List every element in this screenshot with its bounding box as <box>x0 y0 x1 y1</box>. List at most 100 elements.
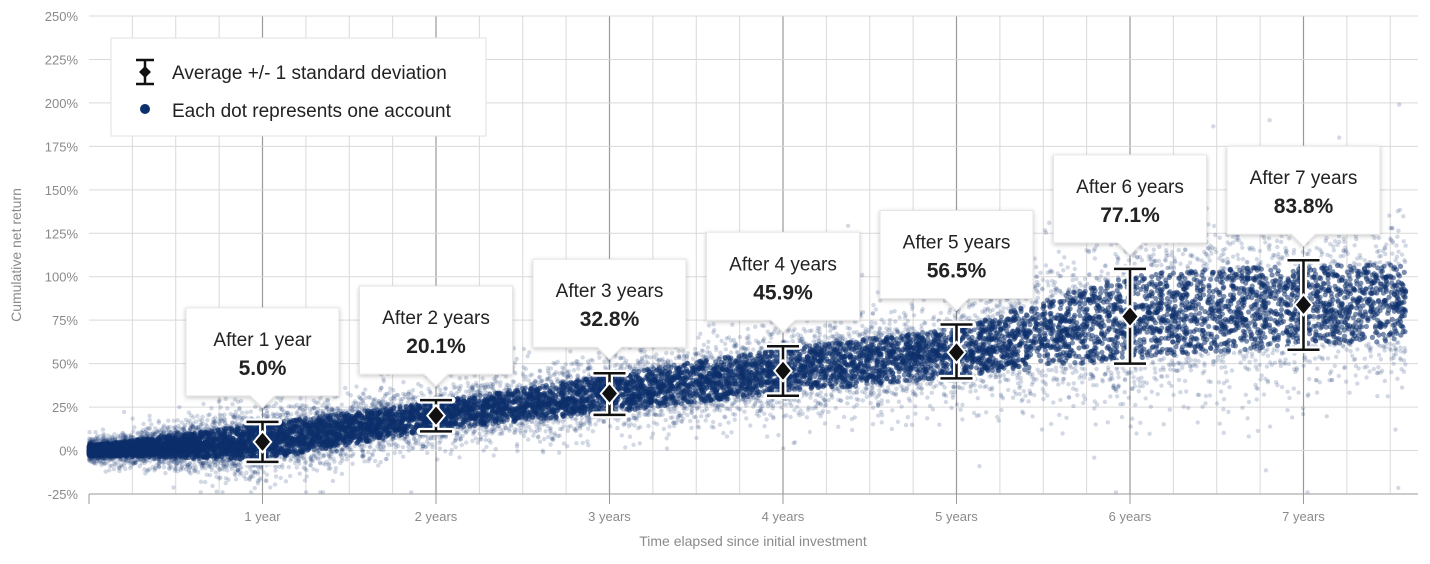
account-dot <box>809 390 815 395</box>
account-dot <box>695 419 700 424</box>
account-dot <box>350 404 356 409</box>
account-dot <box>1267 118 1272 123</box>
account-dot <box>313 400 318 405</box>
account-dot <box>1053 365 1059 370</box>
account-dot <box>1046 367 1051 373</box>
account-dot <box>631 442 636 447</box>
account-dot <box>171 418 177 423</box>
account-dot <box>232 461 237 466</box>
account-dot <box>1172 259 1178 264</box>
account-dot <box>706 323 712 328</box>
account-dot <box>1363 323 1369 330</box>
account-dot <box>565 428 571 433</box>
account-dot <box>211 460 216 465</box>
account-dot <box>1072 360 1078 366</box>
account-dot <box>297 471 302 476</box>
account-dot <box>333 465 339 471</box>
account-dot <box>1301 363 1306 368</box>
account-dot <box>171 485 176 490</box>
account-dot <box>1167 407 1173 412</box>
account-dot <box>133 460 138 465</box>
account-dot <box>574 359 579 364</box>
account-dot <box>1085 281 1090 287</box>
account-dot <box>517 423 522 428</box>
account-dot <box>1051 400 1056 405</box>
account-dot <box>999 394 1004 399</box>
account-dot <box>895 419 901 424</box>
account-dot <box>1200 371 1206 376</box>
account-dot <box>1332 363 1338 369</box>
account-dot <box>730 322 735 327</box>
account-dot <box>233 409 239 414</box>
account-dot <box>1153 258 1158 263</box>
account-dot <box>1394 243 1399 248</box>
account-dot <box>1312 356 1318 361</box>
account-dot <box>580 422 585 428</box>
account-dot <box>299 454 304 459</box>
account-dot <box>578 426 583 431</box>
account-dot <box>1285 407 1290 413</box>
account-dot <box>514 444 520 449</box>
account-dot <box>177 405 182 410</box>
account-dot <box>244 410 249 415</box>
account-dot <box>1131 375 1136 380</box>
account-dot <box>317 460 323 465</box>
account-dot <box>463 375 469 381</box>
account-dot <box>903 313 908 318</box>
account-dot <box>639 359 645 364</box>
account-dot <box>854 330 859 335</box>
account-dot <box>1211 359 1216 364</box>
account-dot <box>615 425 620 431</box>
account-dot <box>879 420 884 425</box>
account-dot <box>1105 420 1111 425</box>
account-dot <box>901 310 907 316</box>
account-dot <box>677 413 683 418</box>
account-dot <box>602 359 607 364</box>
account-dot <box>1202 361 1207 366</box>
account-dot <box>497 426 503 431</box>
account-dot <box>1380 331 1386 337</box>
account-dot <box>147 413 152 418</box>
account-dot <box>791 333 797 338</box>
account-dot <box>728 338 734 343</box>
account-dot <box>1378 357 1384 362</box>
account-dot <box>1401 358 1407 363</box>
account-dot <box>454 391 459 396</box>
account-dot <box>812 333 817 338</box>
account-dot <box>387 402 392 408</box>
account-dot <box>1074 387 1079 392</box>
account-dot <box>356 394 362 399</box>
account-dot <box>1023 393 1028 398</box>
account-dot <box>183 462 189 467</box>
account-dot <box>211 416 216 422</box>
account-dot <box>776 330 781 336</box>
account-dot <box>571 368 577 373</box>
account-dot <box>958 407 963 412</box>
account-dot <box>706 412 711 418</box>
account-dot <box>1126 369 1131 375</box>
account-dot <box>1134 431 1139 436</box>
account-dot <box>870 324 875 330</box>
account-dot <box>647 409 652 414</box>
account-dot <box>1196 392 1202 398</box>
account-dot <box>1359 335 1366 342</box>
account-dot <box>1237 349 1243 354</box>
account-dot <box>393 442 399 447</box>
account-dot <box>152 466 158 471</box>
account-dot <box>1155 392 1160 397</box>
account-dot <box>401 391 406 397</box>
account-dot <box>1074 276 1079 282</box>
account-dot <box>557 450 562 455</box>
account-dot <box>1287 395 1292 401</box>
account-dot <box>366 450 371 455</box>
account-dot <box>455 430 460 436</box>
account-dot <box>232 397 238 402</box>
account-dot <box>1193 349 1199 355</box>
account-dot <box>1230 254 1236 259</box>
account-dot <box>698 401 704 406</box>
account-dot <box>385 452 391 457</box>
account-dot <box>716 402 721 408</box>
account-dot <box>1247 359 1252 365</box>
account-dot <box>529 419 535 424</box>
